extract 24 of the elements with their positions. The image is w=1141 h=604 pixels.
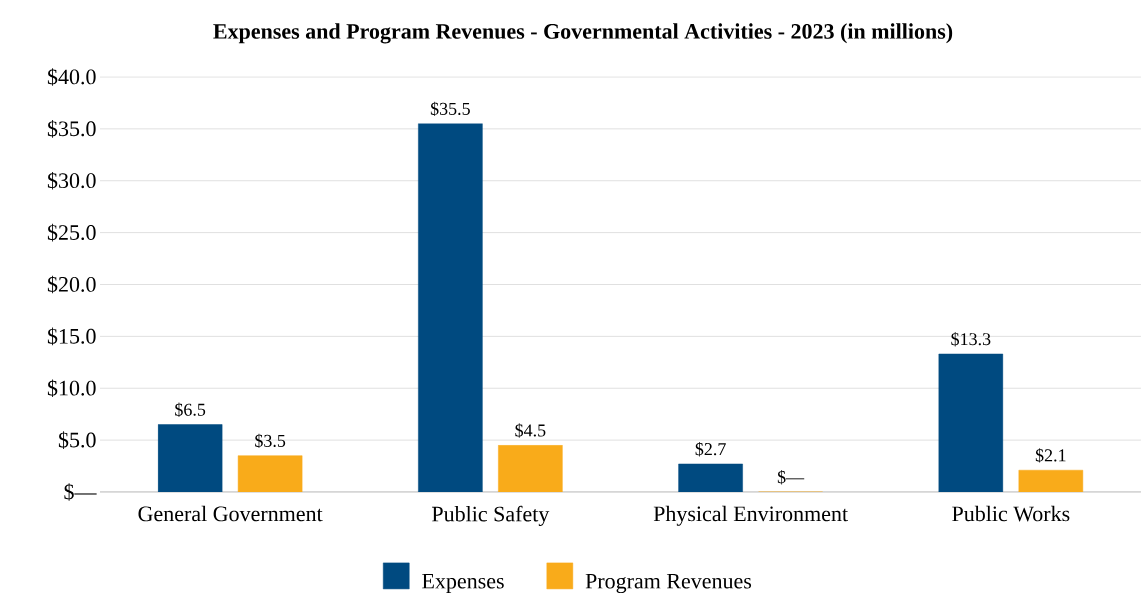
data-label: $13.3 <box>951 332 991 347</box>
y-tick-label: $10.0 <box>47 379 96 398</box>
data-label: $2.1 <box>1035 448 1066 463</box>
y-tick-label: $20.0 <box>47 275 96 294</box>
legend-label: Expenses <box>422 573 504 594</box>
data-label: $— <box>777 470 805 485</box>
y-tick-label: $25.0 <box>47 223 96 242</box>
data-label: $6.5 <box>175 402 206 417</box>
y-tick-label: $35.0 <box>47 120 96 138</box>
x-tick-label: Physical Environment <box>653 505 848 526</box>
data-label: $4.5 <box>515 423 546 438</box>
y-tick-label: $— <box>64 483 97 501</box>
data-label: $3.5 <box>255 433 286 449</box>
x-tick-label: General Government <box>138 505 323 522</box>
y-tick-label: $5.0 <box>58 431 96 449</box>
data-label: $35.5 <box>430 101 470 117</box>
y-tick-label: $30.0 <box>47 171 96 190</box>
y-tick-label: $40.0 <box>47 68 96 86</box>
x-tick-label: Public Works <box>952 505 1070 522</box>
data-label: $2.7 <box>695 441 726 457</box>
y-tick-label: $15.0 <box>47 327 96 346</box>
chart-title: Expenses and Program Revenues - Governmental Activities - 2023 (in millions) <box>213 23 953 44</box>
legend-label: Program Revenues <box>585 573 752 594</box>
x-tick-label: Public Safety <box>432 505 550 527</box>
